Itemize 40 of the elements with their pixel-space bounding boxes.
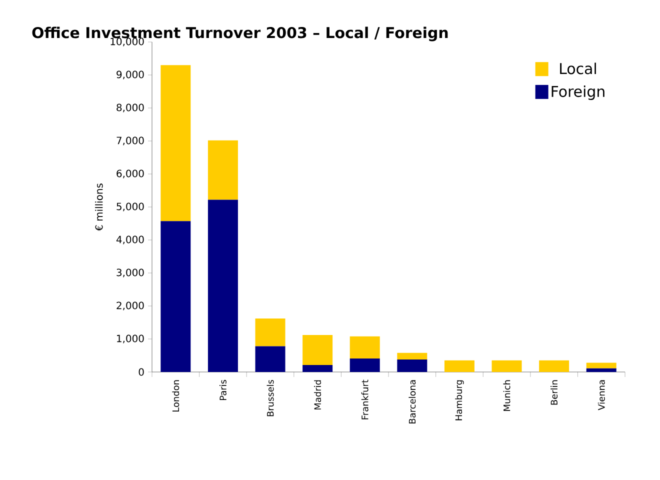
bar (160, 65, 191, 222)
y-tick-label: 3,000 (116, 268, 144, 278)
x-tick-label: Brussels (266, 380, 274, 416)
y-tick-label: 1,000 (117, 334, 144, 344)
x-tick-label: Hamburg (455, 380, 464, 420)
legend-label: Foreign (552, 86, 604, 100)
y-tick-label: 7,000 (116, 136, 144, 146)
y-tick-label: 0 (138, 368, 144, 376)
x-tick-label: London (172, 380, 180, 412)
y-tick-label: 4,000 (116, 236, 144, 244)
y-tick-label: 6,000 (116, 170, 144, 178)
x-tick-label: Vienna (598, 380, 605, 410)
bar (586, 368, 616, 372)
y-tick-label: 5,000 (116, 202, 144, 212)
bar (492, 360, 522, 372)
bar (302, 335, 333, 366)
bar (586, 362, 616, 368)
bar (397, 359, 428, 372)
legend-label: Local (560, 62, 596, 74)
bar (160, 221, 191, 372)
y-tick-label: 2,000 (116, 302, 144, 310)
bar (350, 336, 380, 358)
x-tick-label: Frankfurt (361, 380, 368, 420)
bar (302, 365, 333, 372)
x-tick-label: Paris (219, 380, 226, 400)
bar (539, 360, 570, 372)
bar (255, 346, 286, 372)
bar (208, 200, 238, 372)
y-tick-label: 9,000 (116, 70, 144, 80)
bar (444, 360, 474, 372)
x-tick-label: Madrid (314, 380, 322, 410)
bar (397, 352, 428, 360)
bar (255, 318, 286, 346)
x-tick-label: Munich (503, 380, 510, 411)
x-tick-label: Barcelona (408, 380, 416, 424)
bar (350, 358, 380, 372)
x-tick-label: Berlin (550, 380, 558, 405)
y-tick-label: 8,000 (116, 104, 144, 112)
y-axis-title: € millions (95, 184, 103, 231)
bar (208, 140, 238, 200)
